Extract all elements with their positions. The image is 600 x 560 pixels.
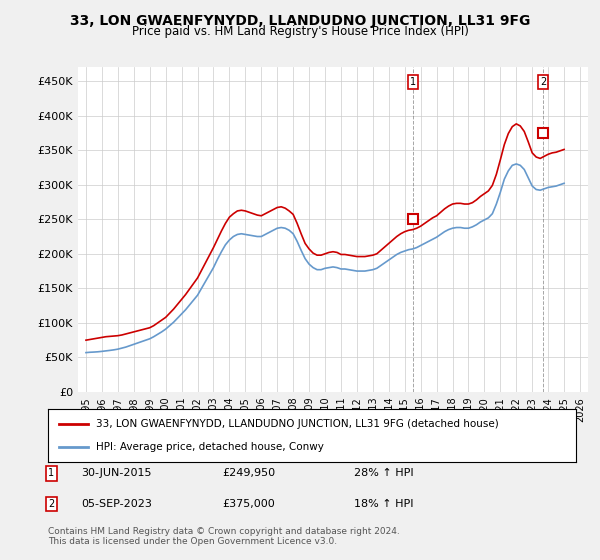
Text: 2: 2 [540,77,546,87]
Text: HPI: Average price, detached house, Conwy: HPI: Average price, detached house, Conw… [95,442,323,452]
Text: Contains HM Land Registry data © Crown copyright and database right 2024.
This d: Contains HM Land Registry data © Crown c… [48,526,400,546]
Text: 30-JUN-2015: 30-JUN-2015 [81,468,151,478]
Text: 28% ↑ HPI: 28% ↑ HPI [354,468,413,478]
Text: Price paid vs. HM Land Registry's House Price Index (HPI): Price paid vs. HM Land Registry's House … [131,25,469,38]
Text: 05-SEP-2023: 05-SEP-2023 [81,499,152,509]
Text: 2: 2 [48,499,54,509]
Text: 33, LON GWAENFYNYDD, LLANDUDNO JUNCTION, LL31 9FG: 33, LON GWAENFYNYDD, LLANDUDNO JUNCTION,… [70,14,530,28]
Text: 1: 1 [410,77,416,87]
Text: £375,000: £375,000 [222,499,275,509]
Text: 1: 1 [48,468,54,478]
Text: 18% ↑ HPI: 18% ↑ HPI [354,499,413,509]
Text: 33, LON GWAENFYNYDD, LLANDUDNO JUNCTION, LL31 9FG (detached house): 33, LON GWAENFYNYDD, LLANDUDNO JUNCTION,… [95,419,498,429]
Text: £249,950: £249,950 [222,468,275,478]
